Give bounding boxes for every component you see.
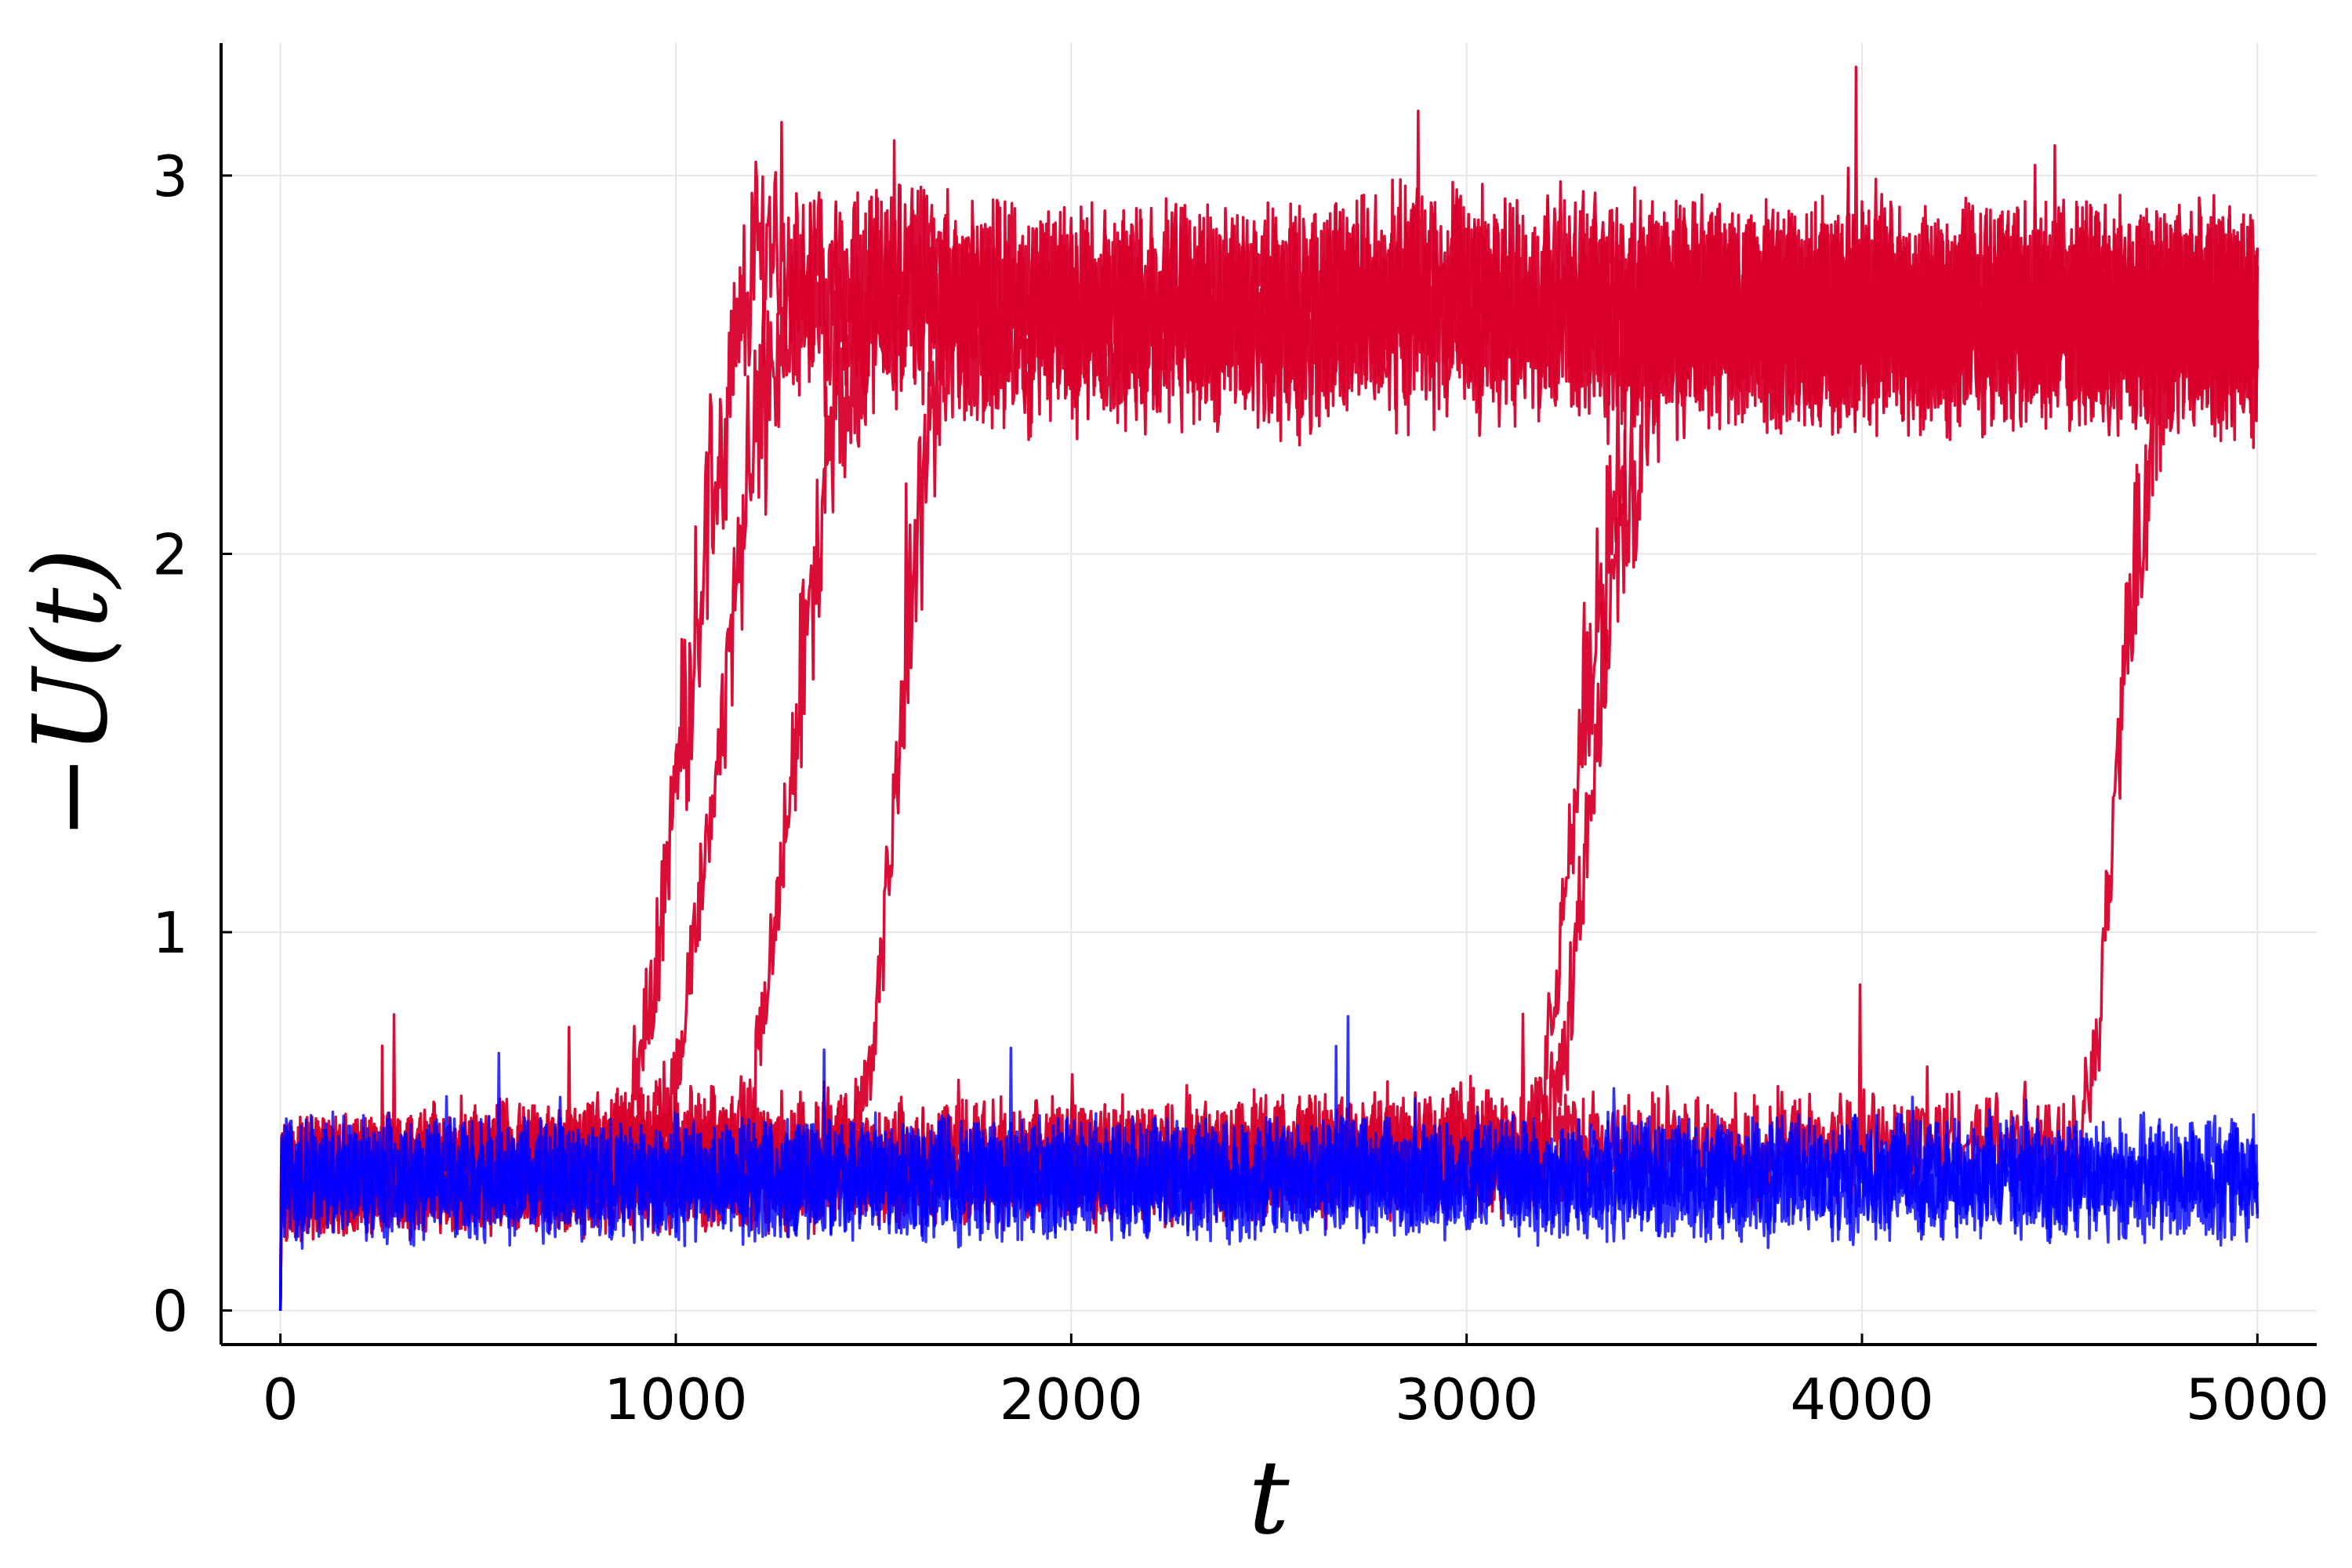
y-tick-label: 3 [152, 143, 188, 209]
plot-area: 0 1000 2000 3000 4000 5000 0 1 2 3 [152, 43, 2329, 1432]
y-tick-label: 1 [152, 900, 188, 966]
y-tick-label: 0 [152, 1279, 188, 1345]
y-axis-label: −U(t) [11, 548, 130, 840]
x-tick-label: 1000 [604, 1367, 747, 1432]
tick-labels: 0 1000 2000 3000 4000 5000 0 1 2 3 [152, 143, 2329, 1432]
x-tick-label: 4000 [1790, 1367, 1933, 1432]
axes [220, 43, 2317, 1346]
series-line-9 [278, 1048, 2259, 1311]
x-tick-label: 5000 [2186, 1367, 2329, 1432]
x-tick-label: 2000 [1000, 1367, 1143, 1432]
x-tick-label: 3000 [1395, 1367, 1538, 1432]
y-tick-label: 2 [152, 521, 188, 587]
x-tick-label: 0 [263, 1367, 299, 1432]
x-axis-label: t [1248, 1438, 1290, 1557]
series-layer [278, 65, 2259, 1311]
